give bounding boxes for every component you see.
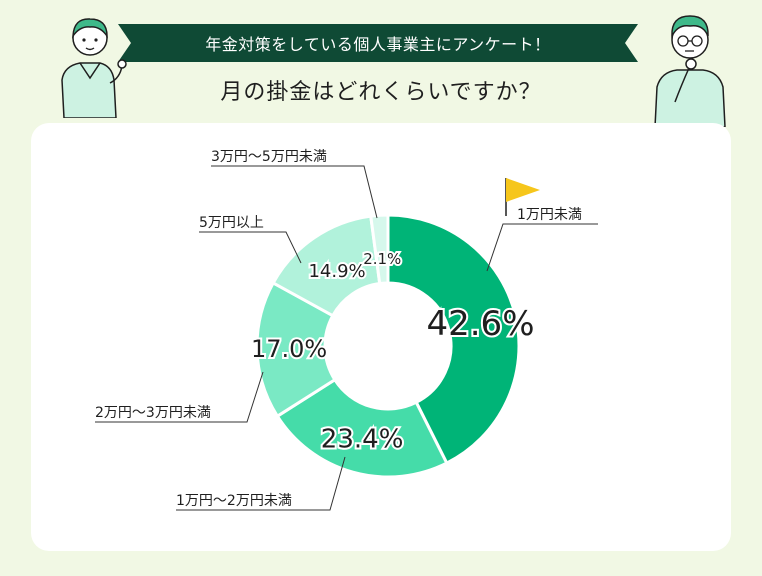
flag-icon (505, 178, 540, 216)
title-banner: 年金対策をしている個人事業主にアンケート！ (118, 24, 638, 62)
person-thinking-illustration (654, 15, 726, 127)
question-title: 月の掛金はどれくらいですか？ (220, 80, 542, 105)
category-label: 5万円以上 (199, 215, 264, 231)
slice-value-label: 2.1% (363, 250, 401, 268)
category-label: 1万円未満 (517, 207, 582, 223)
banner-text: 年金対策をしている個人事業主にアンケート！ (205, 35, 551, 54)
category-label: 3万円〜5万円未満 (211, 149, 327, 165)
leader-line (95, 371, 264, 423)
slice-value-label: 23.4% (321, 424, 404, 454)
chart-card (31, 123, 731, 551)
leader-line (199, 231, 302, 264)
leader-line (176, 456, 346, 511)
donut-slice (275, 377, 449, 479)
slice-value-label: 42.6% (426, 304, 534, 344)
person-pointing-illustration (61, 18, 127, 118)
category-label: 2万円〜3万円未満 (95, 405, 211, 421)
category-label: 1万円〜2万円未満 (176, 493, 292, 509)
slice-value-label: 14.9% (308, 261, 365, 282)
leader-line (486, 223, 598, 272)
leader-line (211, 165, 378, 219)
slice-value-label: 17.0% (251, 335, 327, 363)
donut-slice (386, 213, 521, 466)
